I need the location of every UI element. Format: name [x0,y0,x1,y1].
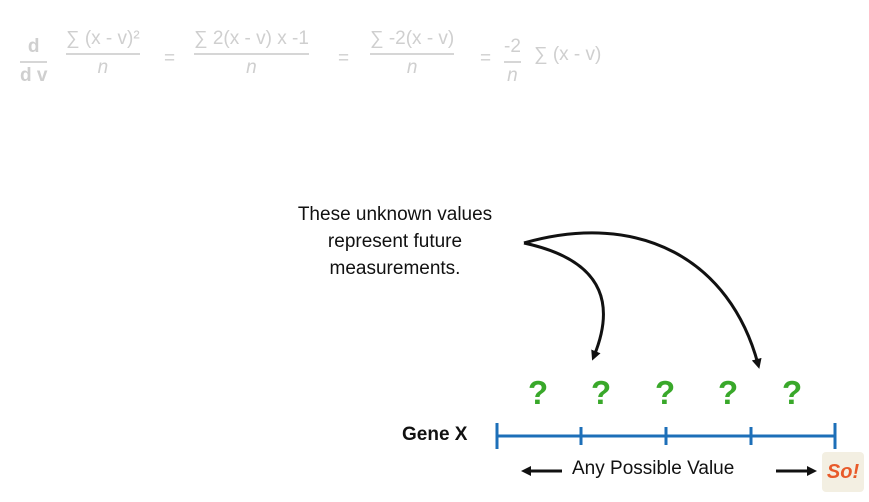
fraction-1-denominator: n [97,57,109,78]
fraction-1: ∑ (x - v)² n [66,28,140,79]
fraction-bar [504,61,521,63]
annotation-line-3: measurements. [329,258,461,279]
fraction-bar [194,53,309,55]
fraction-bar [20,61,48,63]
fraction-4-denominator: n [507,65,518,86]
curved-arrow-right [523,231,762,369]
derivative-numerator: d [27,36,40,57]
equals-sign: = [338,48,350,69]
annotation-line-2: represent future [327,231,463,252]
unknown-value-marker: ? [655,374,676,411]
equals-sign: = [164,48,176,69]
annotation-line-1: These unknown values [297,204,493,225]
annotation-text: These unknown values represent future me… [270,201,520,282]
fraction-3-denominator: n [406,57,418,78]
fraction-bar [370,53,455,55]
fraction-2-denominator: n [246,57,257,78]
derivative-operator: d d v [20,36,48,87]
fraction-2: ∑ 2(x - v) x -1 n [194,28,309,79]
fraction-4-numerator: -2 [504,36,521,57]
channel-logo: So! [822,452,864,492]
equals-sign: = [480,48,492,69]
range-label: Any Possible Value [572,458,735,479]
fraction-3: ∑ -2(x - v) n [370,28,455,79]
logo-text: So! [826,460,860,483]
fraction-1-numerator: ∑ (x - v)² [66,28,140,49]
fraction-4: -2 n [504,36,521,87]
unknown-value-marker: ? [528,374,549,411]
axis-label: Gene X [402,424,468,445]
derivative-denominator: d v [20,65,48,86]
unknown-value-marker: ? [782,374,803,411]
fraction-bar [66,53,140,55]
curved-arrow-left [523,241,605,361]
fraction-3-numerator: ∑ -2(x - v) [370,28,455,49]
fraction-2-numerator: ∑ 2(x - v) x -1 [194,28,309,49]
summation-term: ∑ (x - v) [534,44,602,65]
unknown-value-marker: ? [591,374,612,411]
unknown-value-marker: ? [718,374,739,411]
